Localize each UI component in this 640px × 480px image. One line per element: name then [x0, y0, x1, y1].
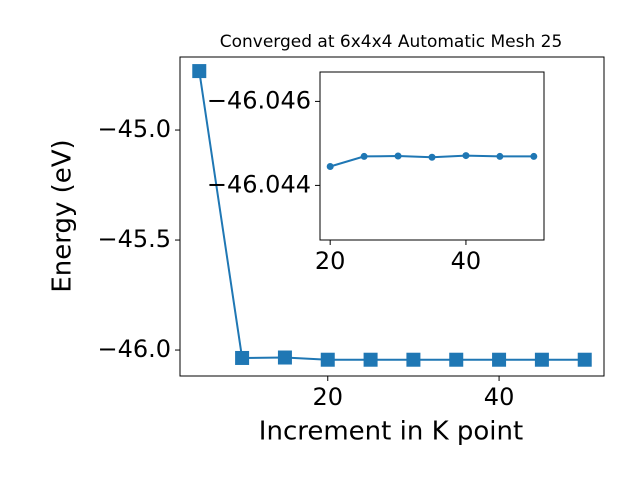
- y-tick-label: −45.5: [97, 225, 171, 253]
- data-point: [428, 153, 436, 161]
- data-point: [394, 152, 402, 160]
- x-axis-label: Increment in K point: [259, 417, 523, 447]
- data-point: [492, 352, 507, 367]
- x-tick-label: 40: [451, 247, 482, 275]
- x-tick-label: 20: [312, 383, 343, 411]
- data-point: [360, 152, 368, 160]
- data-point: [530, 152, 538, 160]
- data-point: [363, 352, 378, 367]
- y-axis-label: Energy (eV): [48, 139, 78, 292]
- data-point: [406, 352, 421, 367]
- data-point: [462, 152, 470, 160]
- series-line: [198, 70, 585, 361]
- x-tick-label: 40: [484, 383, 515, 411]
- axes-frame: [319, 71, 545, 241]
- data-point: [534, 352, 549, 367]
- data-point: [577, 352, 592, 367]
- y-tick-label: −45.0: [97, 115, 171, 143]
- x-tick-label: 20: [315, 247, 346, 275]
- data-point: [326, 163, 334, 170]
- axes-frame: [179, 56, 605, 377]
- data-point: [496, 152, 504, 160]
- chart-title: Converged at 6x4x4 Automatic Mesh 25: [220, 32, 563, 52]
- y-tick-label: −46.044: [207, 170, 311, 198]
- data-point: [320, 352, 335, 367]
- y-tick-label: −46.046: [207, 86, 311, 114]
- data-point: [277, 350, 292, 365]
- y-tick-label: −46.0: [97, 335, 171, 363]
- data-point: [449, 352, 464, 367]
- data-point: [192, 64, 207, 79]
- data-point: [235, 350, 250, 365]
